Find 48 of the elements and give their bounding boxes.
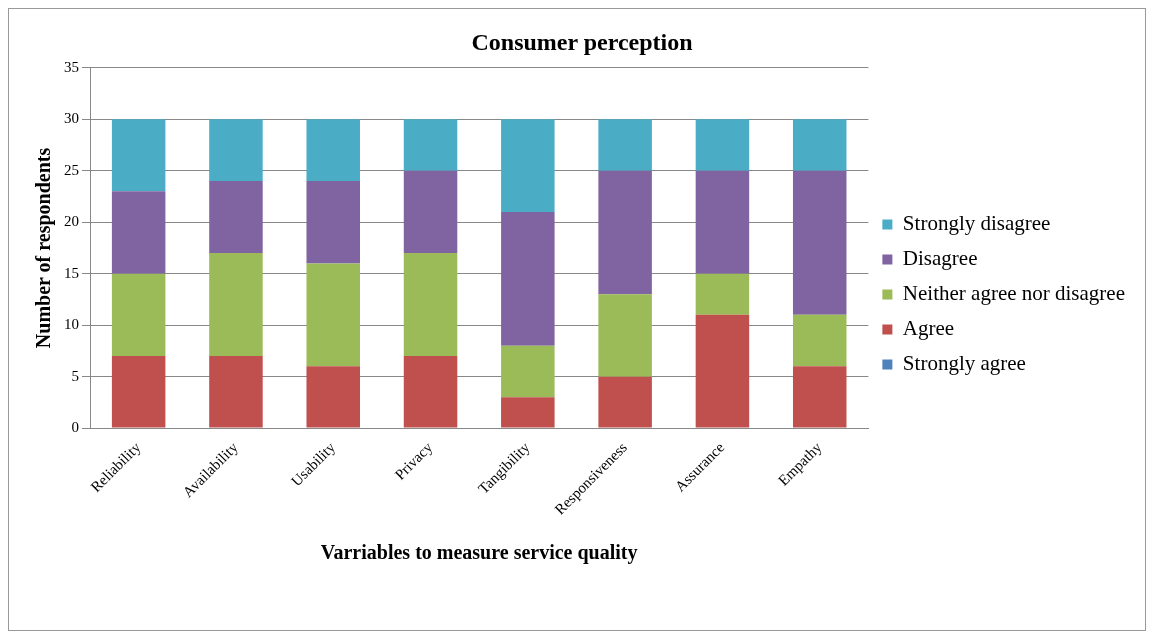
- bar: [403, 170, 458, 254]
- bar: [209, 356, 263, 428]
- bar: [501, 211, 555, 346]
- bar: [209, 253, 263, 357]
- bar: [598, 119, 652, 171]
- y-tick-label: 15: [64, 264, 79, 281]
- bar: [403, 356, 458, 428]
- bar: [403, 253, 458, 357]
- bar: [306, 119, 360, 182]
- y-tick-label: 5: [71, 367, 79, 384]
- bar: [792, 314, 847, 367]
- y-axis-title: Number of respondents: [32, 147, 56, 349]
- bar: [403, 119, 458, 171]
- bar: [501, 119, 555, 212]
- bar: [501, 397, 555, 428]
- y-tick-label: 35: [64, 58, 79, 75]
- y-tick-label: 0: [71, 419, 79, 436]
- bar: [792, 366, 847, 428]
- legend-label: Neither agree nor disagree: [902, 281, 1126, 306]
- bar: [792, 119, 847, 171]
- bar: [306, 366, 360, 428]
- bar: [598, 294, 652, 377]
- bar: [209, 181, 263, 254]
- bar: [695, 273, 750, 315]
- bar: [306, 263, 360, 367]
- bar: [501, 345, 555, 398]
- bar: [695, 119, 750, 171]
- bar: [306, 181, 360, 264]
- legend-label: Agree: [902, 316, 955, 341]
- bar: [695, 314, 750, 428]
- bar: [598, 170, 652, 295]
- y-tick-label: 10: [64, 316, 79, 333]
- x-axis-title: Varriables to measure service quality: [320, 541, 638, 565]
- y-tick-label: 30: [64, 110, 79, 127]
- bar: [209, 119, 263, 182]
- y-tick-label: 25: [64, 161, 79, 178]
- bar: [111, 119, 166, 192]
- bar: [111, 273, 166, 357]
- chart-title: Consumer perception: [471, 28, 693, 55]
- bar: [111, 356, 166, 428]
- y-tick-label: 20: [64, 213, 79, 230]
- bar: [598, 376, 652, 428]
- bar: [695, 170, 750, 274]
- legend-label: Strongly agree: [902, 351, 1026, 376]
- bar: [792, 170, 847, 315]
- bar: [111, 191, 166, 274]
- legend-label: Strongly disagree: [902, 211, 1051, 236]
- legend-label: Disagree: [902, 246, 978, 271]
